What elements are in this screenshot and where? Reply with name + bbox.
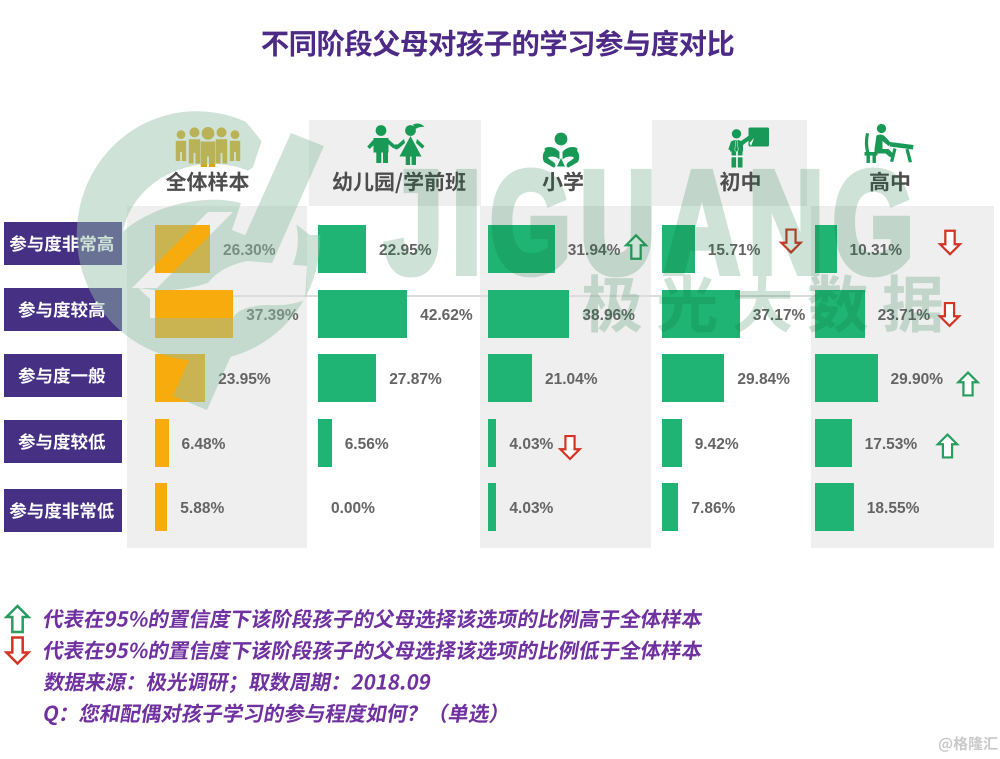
svg-text:JIGUANG: JIGUANG: [385, 141, 923, 303]
